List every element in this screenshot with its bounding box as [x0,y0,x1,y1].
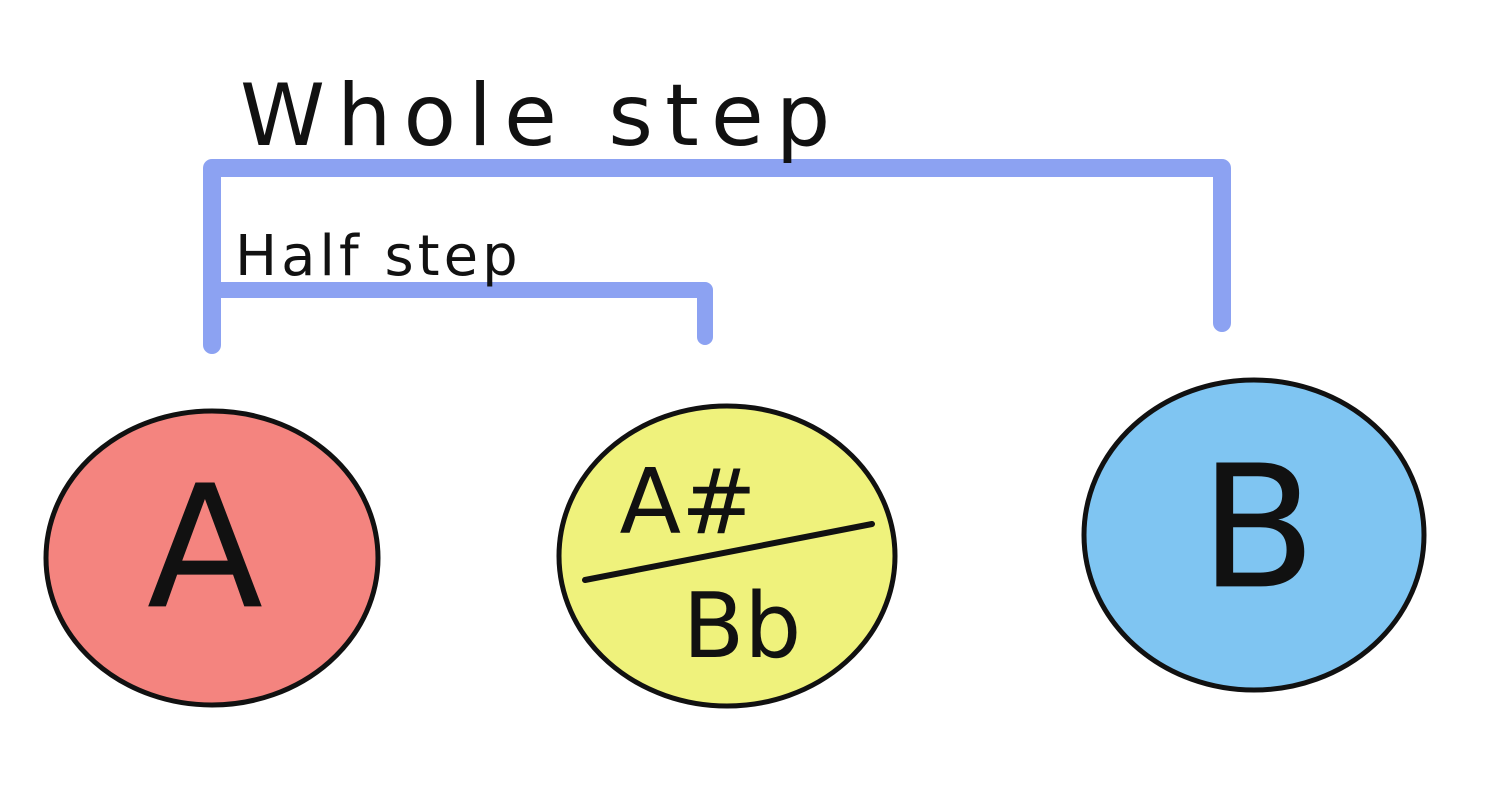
whole-step-bracket [203,159,1231,354]
enharmonic-divider [582,521,875,583]
note-a-label: A [147,449,263,647]
whole-step-label: Whole step [240,66,842,166]
half-step-bracket [204,282,713,345]
note-a-sharp-b-flat: A# Bb [556,403,898,709]
note-a-sharp-label: A# [620,450,757,555]
note-a: A [43,408,381,708]
note-a-sharp-circle [556,403,898,709]
note-a-circle [43,408,381,708]
note-b-flat-label: Bb [683,574,802,679]
note-b: B [1081,377,1427,693]
note-b-label: B [1200,429,1317,627]
half-step-label: Half step [235,224,522,289]
note-b-circle [1081,377,1427,693]
